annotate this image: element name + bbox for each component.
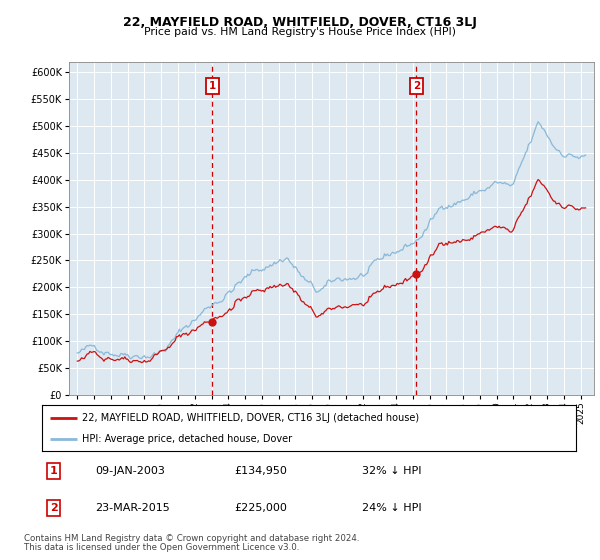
Text: Price paid vs. HM Land Registry's House Price Index (HPI): Price paid vs. HM Land Registry's House … [144,27,456,37]
Text: Contains HM Land Registry data © Crown copyright and database right 2024.: Contains HM Land Registry data © Crown c… [24,534,359,543]
Text: 22, MAYFIELD ROAD, WHITFIELD, DOVER, CT16 3LJ (detached house): 22, MAYFIELD ROAD, WHITFIELD, DOVER, CT1… [82,413,419,423]
Text: 1: 1 [208,81,216,91]
Text: 32% ↓ HPI: 32% ↓ HPI [362,466,422,476]
Text: 09-JAN-2003: 09-JAN-2003 [95,466,165,476]
Text: This data is licensed under the Open Government Licence v3.0.: This data is licensed under the Open Gov… [24,543,299,552]
Text: 2: 2 [413,81,420,91]
Text: £134,950: £134,950 [234,466,287,476]
Text: 2: 2 [50,503,58,513]
Text: £225,000: £225,000 [234,503,287,513]
Text: HPI: Average price, detached house, Dover: HPI: Average price, detached house, Dove… [82,435,292,444]
Text: 22, MAYFIELD ROAD, WHITFIELD, DOVER, CT16 3LJ: 22, MAYFIELD ROAD, WHITFIELD, DOVER, CT1… [123,16,477,29]
Text: 1: 1 [50,466,58,476]
Text: 23-MAR-2015: 23-MAR-2015 [95,503,170,513]
Text: 24% ↓ HPI: 24% ↓ HPI [362,503,422,513]
